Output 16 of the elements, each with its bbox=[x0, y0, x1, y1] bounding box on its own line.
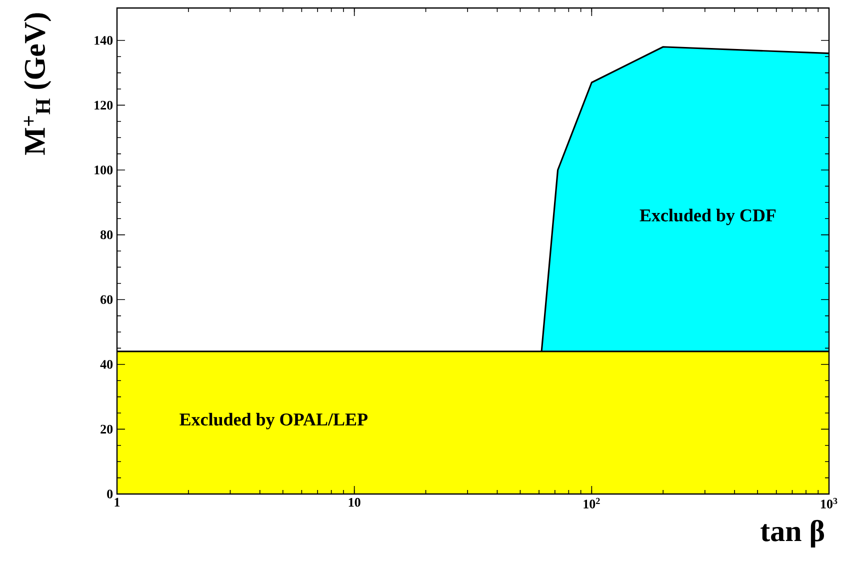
x-tick-label: 10$^{3}$ bbox=[821, 498, 838, 508]
y-tick-label: 40 bbox=[100, 360, 113, 369]
x-tick-label: 10$^{2}$ bbox=[584, 498, 600, 508]
y-tick-label: 0 bbox=[107, 490, 113, 498]
y-tick-label: 20 bbox=[100, 424, 113, 434]
y-tick-label: 80 bbox=[100, 230, 113, 240]
annotation: Excluded by CDF bbox=[640, 208, 776, 226]
y-tick-label: 140 bbox=[94, 36, 113, 45]
y-tick-label: 100 bbox=[94, 166, 113, 174]
annotation: Excluded by OPAL/LEP bbox=[180, 412, 368, 430]
y-tick-label: 60 bbox=[100, 295, 113, 304]
x-tick-label: 1 bbox=[114, 498, 120, 507]
x-axis-title: tan β bbox=[760, 520, 824, 548]
y-tick-label: 120 bbox=[94, 100, 113, 110]
y-axis-title: M$^{+}$$_{H}$ (GeV) bbox=[24, 13, 52, 155]
x-tick-label: 10 bbox=[348, 498, 360, 507]
